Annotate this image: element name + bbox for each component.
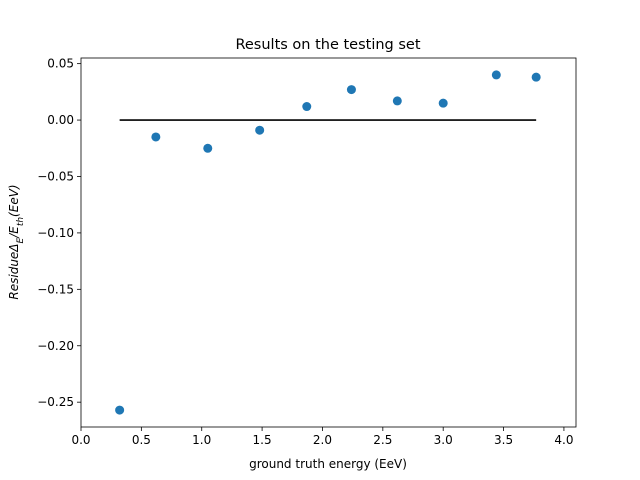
- data-point: [203, 143, 213, 153]
- data-point: [392, 96, 402, 106]
- y-tick-label: −0.20: [37, 339, 74, 353]
- chart-title: Results on the testing set: [235, 37, 420, 53]
- x-axis-label: ground truth energy (EeV): [249, 457, 407, 471]
- x-tick-label: 2.0: [313, 433, 332, 447]
- y-tick-label: −0.10: [37, 226, 74, 240]
- x-tick-label: 2.5: [373, 433, 392, 447]
- x-tick-label: 4.0: [554, 433, 573, 447]
- y-label-part: (EeV): [7, 184, 21, 217]
- x-tick-label: 3.0: [434, 433, 453, 447]
- y-tick-label: 0.00: [47, 113, 74, 127]
- y-label-part: /E: [7, 226, 21, 239]
- y-tick-label: −0.05: [37, 169, 74, 183]
- x-tick-label: 0.5: [132, 433, 151, 447]
- y-label-subscript: th: [16, 217, 26, 227]
- x-tick-label: 1.5: [253, 433, 272, 447]
- x-tick-label: 1.0: [192, 433, 211, 447]
- data-point: [255, 125, 265, 135]
- data-point: [151, 132, 161, 142]
- data-point: [302, 102, 312, 112]
- y-axis-label: ResidueΔE/Eth(EeV): [7, 184, 26, 299]
- y-tick-label: −0.25: [37, 395, 74, 409]
- data-point: [115, 405, 125, 415]
- data-point: [531, 72, 541, 82]
- data-point: [491, 70, 501, 80]
- x-tick-label: 3.5: [494, 433, 513, 447]
- data-point: [438, 98, 448, 108]
- y-tick-label: −0.15: [37, 282, 74, 296]
- y-label-part: ResidueΔ: [7, 243, 21, 299]
- plot-area: 0.0 0.5 1.0 1.5 2.0 2.5 3.0 3.5 4.0 0.05 0.00 −0.05…: [37, 57, 577, 447]
- y-label-subscript: E: [16, 237, 26, 243]
- data-point: [346, 85, 356, 95]
- plot-frame: [80, 57, 577, 428]
- y-tick-label: 0.05: [47, 57, 74, 71]
- x-tick-label: 0.0: [71, 433, 90, 447]
